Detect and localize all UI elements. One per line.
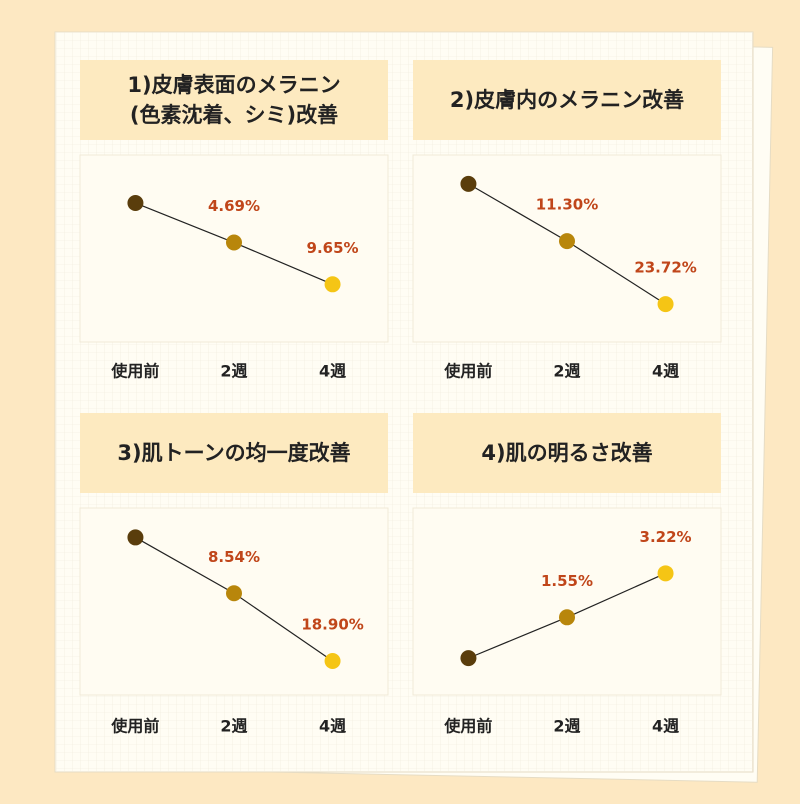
panel-title: 2)皮膚内のメラニン改善 — [450, 88, 684, 112]
value-label: 1.55% — [541, 572, 593, 590]
data-point — [226, 234, 242, 251]
data-point — [324, 653, 341, 669]
data-point — [657, 296, 674, 313]
category-label: 4週 — [319, 362, 346, 381]
title-box — [413, 60, 721, 140]
value-label: 3.22% — [640, 528, 692, 546]
panel-title: 3)肌トーンの均一度改善 — [117, 441, 350, 465]
category-label: 2週 — [553, 717, 580, 736]
data-point — [559, 609, 575, 626]
value-label: 8.54% — [208, 548, 260, 566]
category-label: 2週 — [553, 362, 580, 381]
category-label: 使用前 — [443, 717, 492, 736]
title-box — [80, 60, 388, 140]
value-label: 23.72% — [634, 259, 696, 277]
data-point — [559, 233, 575, 250]
category-label: 使用前 — [443, 362, 492, 381]
value-label: 11.30% — [536, 196, 598, 214]
data-point — [127, 529, 144, 546]
data-point — [460, 650, 477, 667]
title-box — [80, 413, 388, 493]
category-label: 2週 — [220, 717, 247, 736]
category-label: 4週 — [652, 717, 679, 736]
category-label: 使用前 — [110, 717, 159, 736]
panel-title: 4)肌の明るさ改善 — [481, 441, 652, 465]
category-label: 使用前 — [110, 362, 159, 381]
data-point — [460, 175, 477, 192]
title-box — [413, 413, 721, 493]
data-point — [657, 565, 674, 582]
category-label: 2週 — [220, 362, 247, 381]
data-point — [226, 585, 242, 602]
panel-title: (色素沈着、シミ)改善 — [130, 103, 338, 127]
category-label: 4週 — [319, 717, 346, 736]
plot-area — [79, 507, 389, 696]
category-label: 4週 — [652, 362, 679, 381]
panel-title: 1)皮膚表面のメラニン — [127, 73, 340, 97]
data-point — [127, 195, 144, 212]
value-label: 4.69% — [208, 197, 260, 215]
value-label: 18.90% — [301, 616, 363, 634]
value-label: 9.65% — [307, 239, 359, 257]
data-point — [324, 276, 341, 293]
